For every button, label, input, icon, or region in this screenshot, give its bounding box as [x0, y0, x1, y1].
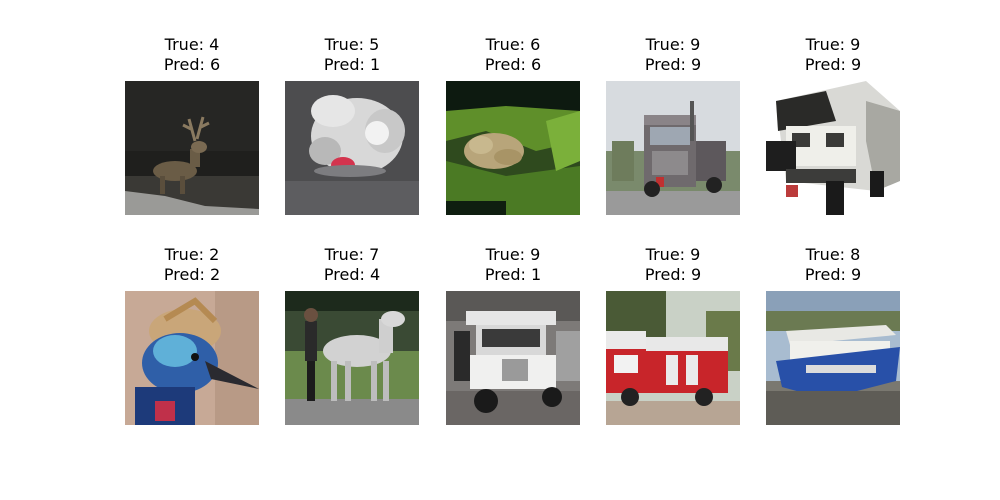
sample-image-frog [446, 81, 580, 215]
true-label: True: 8 [805, 245, 861, 264]
sample-image-white-truck [766, 81, 900, 215]
true-label: True: 4 [164, 35, 220, 54]
pred-label: Pred: 9 [644, 55, 702, 74]
sample-image-horse [285, 291, 419, 425]
true-label: True: 9 [645, 35, 701, 54]
sample-image-semi-truck [606, 81, 740, 215]
true-label: True: 9 [645, 245, 701, 264]
pred-label: Pred: 9 [804, 55, 862, 74]
pred-label: Pred: 6 [163, 55, 221, 74]
sample-image-fire-truck [606, 291, 740, 425]
pred-label: Pred: 6 [484, 55, 542, 74]
true-label: True: 2 [164, 245, 220, 264]
pred-label: Pred: 4 [323, 265, 381, 284]
pred-label: Pred: 1 [323, 55, 381, 74]
pred-label: Pred: 9 [644, 265, 702, 284]
sample-image-deer [125, 81, 259, 215]
sample-image-cassowary [125, 291, 259, 425]
sample-image-boat [766, 291, 900, 425]
true-label: True: 9 [805, 35, 861, 54]
pred-label: Pred: 1 [484, 265, 542, 284]
sample-image-utility-truck [446, 291, 580, 425]
pred-label: Pred: 2 [163, 265, 221, 284]
sample-image-dog [285, 81, 419, 215]
true-label: True: 6 [485, 35, 541, 54]
true-label: True: 5 [324, 35, 380, 54]
true-label: True: 7 [324, 245, 380, 264]
pred-label: Pred: 9 [804, 265, 862, 284]
true-label: True: 9 [485, 245, 541, 264]
